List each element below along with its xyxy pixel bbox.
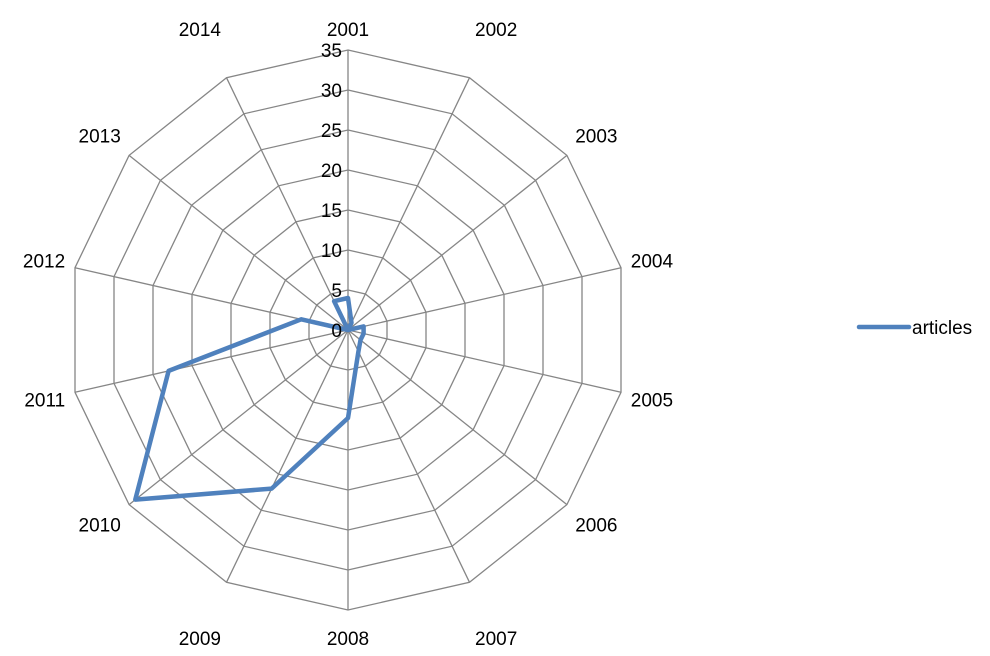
tick-label: 10: [321, 241, 342, 262]
category-label-2001: 2001: [327, 20, 369, 41]
spoke: [348, 330, 470, 582]
category-label-2012: 2012: [23, 252, 65, 273]
tick-label: 20: [321, 161, 342, 182]
spoke: [129, 155, 348, 330]
tick-label: 0: [331, 321, 342, 342]
category-label-2006: 2006: [575, 516, 617, 537]
category-label-2011: 2011: [24, 390, 65, 411]
category-label-2013: 2013: [79, 127, 121, 148]
tick-label: 25: [321, 121, 342, 142]
spoke: [348, 268, 621, 330]
category-label-2005: 2005: [631, 390, 673, 411]
category-label-2009: 2009: [179, 629, 221, 650]
tick-label: 30: [321, 81, 342, 102]
spoke: [129, 330, 348, 505]
legend-label: articles: [912, 318, 972, 339]
category-label-2010: 2010: [79, 516, 121, 537]
category-label-2003: 2003: [575, 127, 617, 148]
category-label-2014: 2014: [179, 20, 222, 41]
spoke: [348, 155, 567, 330]
spoke: [348, 78, 470, 330]
category-label-2007: 2007: [475, 629, 517, 650]
spoke: [227, 330, 349, 582]
tick-label: 15: [321, 201, 342, 222]
spoke: [348, 330, 621, 392]
series-line-articles: [135, 298, 363, 500]
legend: articles: [859, 318, 972, 339]
spoke: [348, 330, 567, 505]
tick-label: 35: [321, 41, 342, 62]
category-label-2008: 2008: [327, 629, 369, 650]
tick-label: 5: [331, 281, 342, 302]
tick-layer: 0 5 10 15 20 25 30 35: [321, 41, 342, 342]
category-label-2004: 2004: [631, 252, 674, 273]
category-label-2002: 2002: [475, 20, 517, 41]
spoke: [75, 330, 348, 392]
series-layer: [135, 298, 364, 500]
